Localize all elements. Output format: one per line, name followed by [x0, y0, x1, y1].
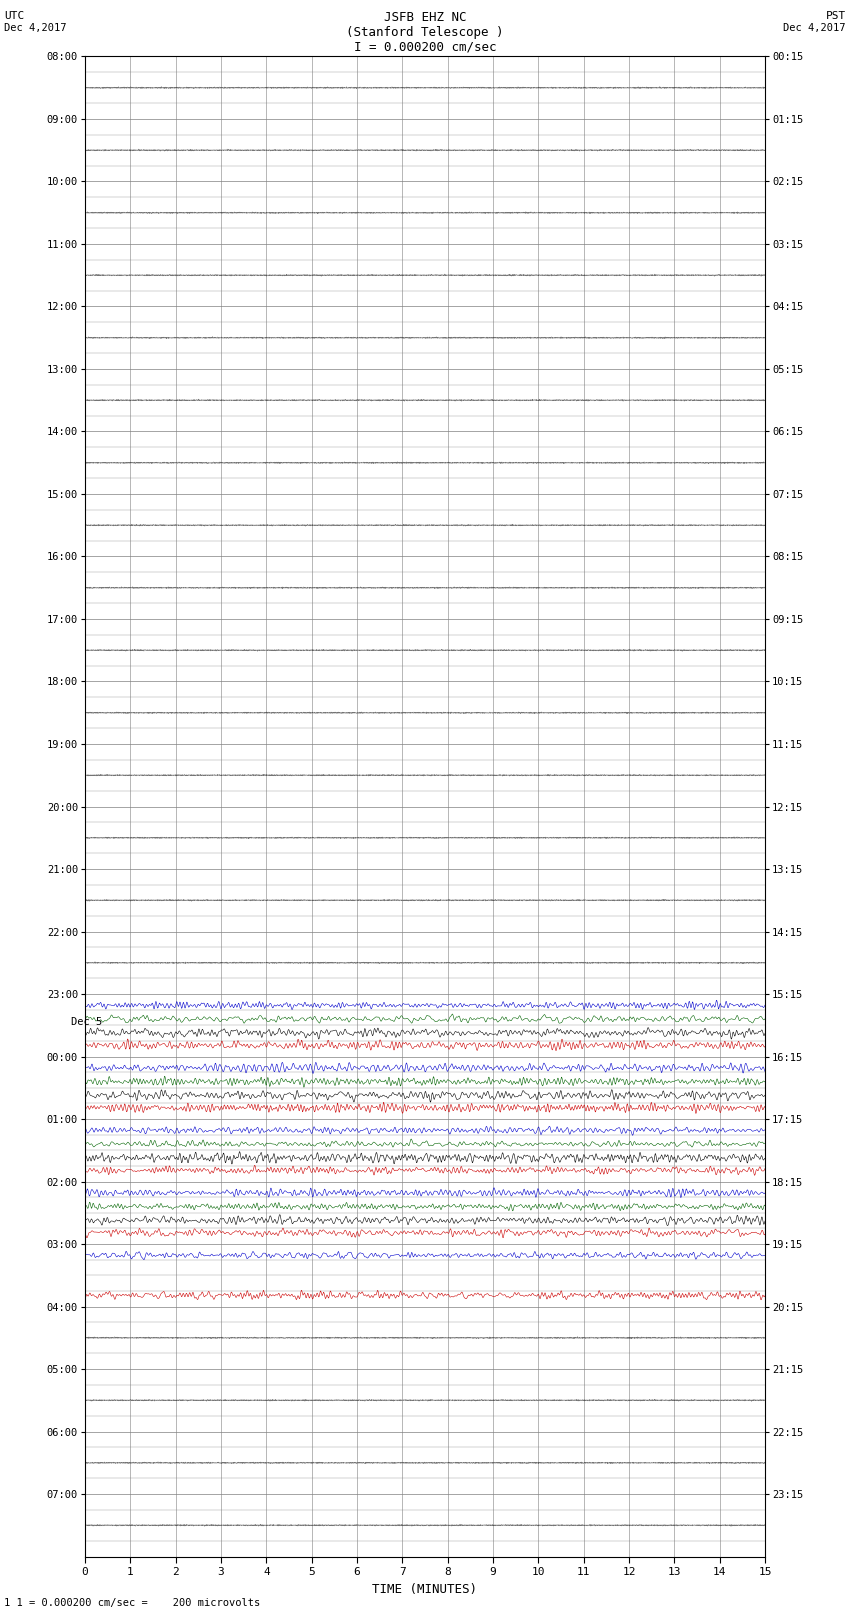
Text: Dec 4,2017: Dec 4,2017: [4, 23, 67, 32]
Text: PST: PST: [825, 11, 846, 21]
Text: Dec 4,2017: Dec 4,2017: [783, 23, 846, 32]
Text: 1 1 = 0.000200 cm/sec =    200 microvolts: 1 1 = 0.000200 cm/sec = 200 microvolts: [4, 1598, 260, 1608]
X-axis label: TIME (MINUTES): TIME (MINUTES): [372, 1582, 478, 1595]
Title: JSFB EHZ NC
(Stanford Telescope )
I = 0.000200 cm/sec: JSFB EHZ NC (Stanford Telescope ) I = 0.…: [346, 11, 504, 53]
Text: UTC: UTC: [4, 11, 25, 21]
Text: Dec 5: Dec 5: [71, 1016, 102, 1026]
